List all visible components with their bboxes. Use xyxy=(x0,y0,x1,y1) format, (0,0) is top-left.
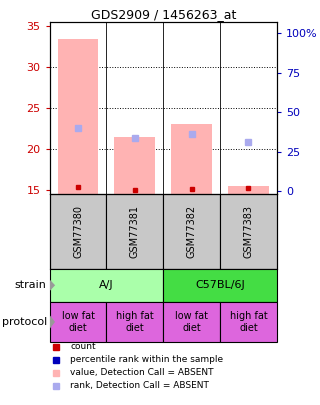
Text: value, Detection Call = ABSENT: value, Detection Call = ABSENT xyxy=(70,368,213,377)
Bar xyxy=(163,194,220,269)
Text: GSM77382: GSM77382 xyxy=(187,205,196,258)
Bar xyxy=(163,269,277,302)
Bar xyxy=(228,185,269,194)
Polygon shape xyxy=(48,279,54,292)
Bar xyxy=(220,194,277,269)
Bar xyxy=(58,38,99,194)
Bar xyxy=(220,302,277,342)
Text: count: count xyxy=(70,342,96,351)
Bar xyxy=(163,302,220,342)
Text: low fat
diet: low fat diet xyxy=(175,311,208,333)
Text: A/J: A/J xyxy=(99,280,114,290)
Bar xyxy=(106,194,163,269)
Bar xyxy=(114,136,155,194)
Bar xyxy=(50,194,106,269)
Bar xyxy=(171,124,212,194)
Text: C57BL/6J: C57BL/6J xyxy=(195,280,245,290)
Text: protocol: protocol xyxy=(2,317,47,327)
Text: GSM77380: GSM77380 xyxy=(73,205,83,258)
Text: rank, Detection Call = ABSENT: rank, Detection Call = ABSENT xyxy=(70,381,209,390)
Text: strain: strain xyxy=(15,280,47,290)
Text: GSM77381: GSM77381 xyxy=(130,205,140,258)
Text: GSM77383: GSM77383 xyxy=(244,205,253,258)
Polygon shape xyxy=(48,314,54,330)
Title: GDS2909 / 1456263_at: GDS2909 / 1456263_at xyxy=(91,8,236,21)
Bar xyxy=(50,269,163,302)
Bar xyxy=(106,302,163,342)
Text: high fat
diet: high fat diet xyxy=(116,311,154,333)
Text: low fat
diet: low fat diet xyxy=(61,311,94,333)
Text: high fat
diet: high fat diet xyxy=(229,311,267,333)
Text: percentile rank within the sample: percentile rank within the sample xyxy=(70,355,223,364)
Bar xyxy=(50,302,106,342)
